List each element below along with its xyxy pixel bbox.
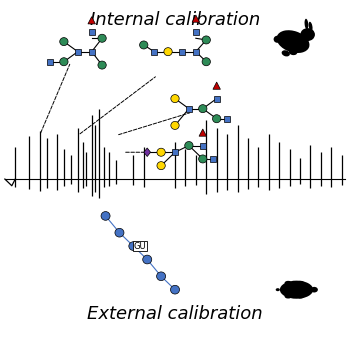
Ellipse shape xyxy=(285,294,292,298)
Text: External calibration: External calibration xyxy=(87,305,263,323)
Ellipse shape xyxy=(282,50,290,56)
Ellipse shape xyxy=(297,281,304,285)
Bar xyxy=(151,49,157,55)
Circle shape xyxy=(185,142,193,149)
Ellipse shape xyxy=(304,19,308,29)
Bar xyxy=(89,49,95,55)
Circle shape xyxy=(198,105,207,113)
Circle shape xyxy=(140,41,148,49)
Polygon shape xyxy=(88,17,96,24)
Ellipse shape xyxy=(289,49,297,55)
Circle shape xyxy=(202,36,210,44)
Ellipse shape xyxy=(297,294,304,298)
Polygon shape xyxy=(213,82,220,89)
Bar xyxy=(75,49,81,55)
Bar xyxy=(193,28,199,34)
Circle shape xyxy=(98,34,106,42)
Ellipse shape xyxy=(285,281,292,285)
Circle shape xyxy=(129,242,138,250)
Circle shape xyxy=(98,61,106,69)
Bar xyxy=(214,96,220,102)
Bar xyxy=(199,143,206,149)
Circle shape xyxy=(156,272,166,281)
Bar xyxy=(210,156,216,162)
Ellipse shape xyxy=(310,287,318,292)
Bar xyxy=(193,49,199,55)
Circle shape xyxy=(170,285,180,294)
Circle shape xyxy=(101,212,110,220)
Circle shape xyxy=(198,155,207,163)
Polygon shape xyxy=(144,148,150,156)
Circle shape xyxy=(157,162,165,170)
Bar xyxy=(179,49,185,55)
Circle shape xyxy=(60,38,68,46)
Circle shape xyxy=(171,121,179,129)
Bar xyxy=(89,28,95,34)
Polygon shape xyxy=(199,129,206,136)
Text: GU: GU xyxy=(134,242,147,250)
Circle shape xyxy=(274,36,281,43)
Circle shape xyxy=(171,95,179,103)
Ellipse shape xyxy=(300,28,315,41)
Bar xyxy=(47,59,53,65)
Ellipse shape xyxy=(276,288,280,291)
Text: Internal calibration: Internal calibration xyxy=(90,11,260,29)
Circle shape xyxy=(164,48,172,56)
Bar xyxy=(186,106,192,112)
Circle shape xyxy=(212,115,221,123)
Circle shape xyxy=(157,148,165,156)
Ellipse shape xyxy=(309,22,313,31)
Bar xyxy=(224,116,230,122)
Ellipse shape xyxy=(280,281,313,299)
Circle shape xyxy=(115,228,124,237)
Bar xyxy=(172,149,178,155)
Polygon shape xyxy=(192,15,199,22)
Circle shape xyxy=(143,255,152,264)
Circle shape xyxy=(202,58,210,66)
Ellipse shape xyxy=(276,30,309,53)
Circle shape xyxy=(60,58,68,66)
